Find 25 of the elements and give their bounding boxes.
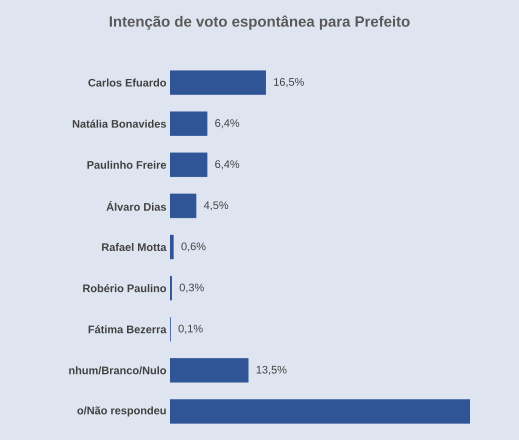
data-label: 0,1% xyxy=(178,324,203,334)
data-label: 13,5% xyxy=(256,366,287,375)
data-label: 16,5% xyxy=(274,78,304,88)
y-tick-label: Rafael Motta xyxy=(102,242,167,252)
chart-title: Intenção de voto espontânea para Prefeito xyxy=(110,16,410,30)
y-tick-label: Paulinho Freire xyxy=(87,160,166,169)
data-label: 0,6% xyxy=(181,242,206,252)
y-tick-label: nhum/Branco/Nulo xyxy=(69,366,166,374)
bar xyxy=(170,111,208,136)
bar xyxy=(170,70,266,95)
y-tick-label: Robério Paulino xyxy=(83,284,166,292)
y-tick-label: Fátima Bezerra xyxy=(88,325,167,334)
y-tick-label: Carlos Efuardo xyxy=(88,78,166,87)
y-tick-label: Álvaro Dias xyxy=(106,200,166,211)
bar xyxy=(170,358,249,383)
data-label: 4,5% xyxy=(204,201,228,210)
data-label: 6,4% xyxy=(215,119,240,128)
y-tick-label: Natália Bonavides xyxy=(72,120,166,128)
data-label: 0,3% xyxy=(180,284,204,293)
data-label: 6,4% xyxy=(215,160,240,170)
bar xyxy=(170,194,196,218)
y-tick-label: o/Não respondeu xyxy=(77,406,166,417)
bar xyxy=(170,399,470,424)
bar xyxy=(170,152,208,177)
bar xyxy=(170,234,174,260)
